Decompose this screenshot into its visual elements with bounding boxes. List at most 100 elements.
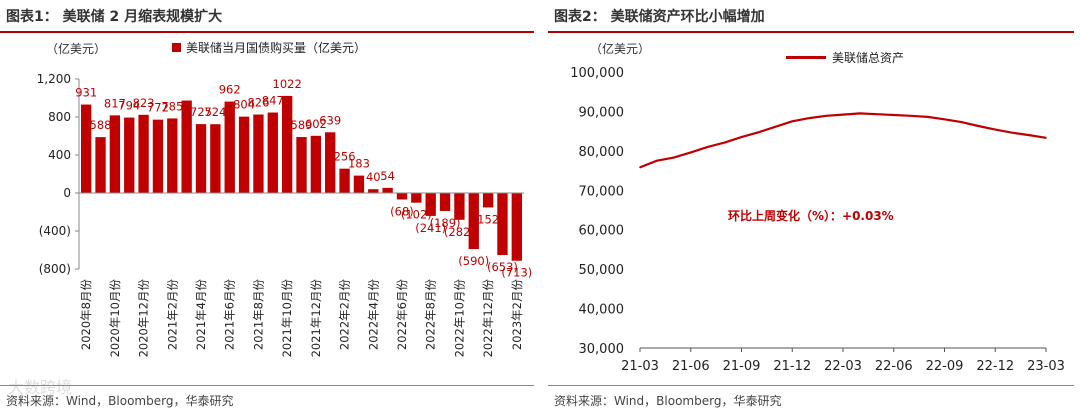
bar-y-tick-label: 0 [63,186,71,200]
bar [296,137,307,193]
bar-data-label: (653) [487,260,518,274]
bar [511,193,522,261]
line-x-tick-label: 21-03 [621,359,659,374]
legend-line-swatch [786,56,826,59]
bar-y-tick-label: 400 [48,148,71,162]
bar [439,193,451,211]
line-x-tick-label: 22-03 [824,359,862,374]
bar-data-label: 54 [380,169,395,183]
line-y-tick-label: 70,000 [579,184,625,199]
left-legend: 美联储当月国债购买量（亿美元） [172,39,366,56]
bar-data-label: (590) [458,254,489,268]
bar [195,124,207,193]
total-assets-point [706,146,709,148]
bar-y-tick-label: (800) [39,262,71,276]
bar-data-label: (102) [401,208,432,222]
bar [167,118,178,193]
total-assets-point [909,114,912,117]
bar-y-tick-label: (400) [39,224,71,238]
total-assets-point [943,118,946,121]
bar [454,193,465,220]
bar-x-tick-label: 2022年2月份 [338,279,352,351]
bar [353,175,365,193]
bar [468,193,479,250]
right-title-rule [548,31,1074,33]
total-assets-point [994,128,997,131]
line-y-tick-label: 50,000 [579,263,625,278]
bar [281,95,293,193]
bar-x-tick-label: 2021年4月份 [194,279,208,351]
bar-x-tick-label: 2022年12月份 [481,279,495,358]
bar-x-tick-label: 2023年2月份 [510,279,524,351]
bar [482,193,494,208]
bar-x-tick-label: 2020年8月份 [79,279,93,351]
total-assets-series-line [639,112,1047,169]
total-assets-point [791,120,794,123]
bar-x-tick-label: 2021年6月份 [223,279,237,351]
line-x-tick-label: 23-03 [1027,359,1065,374]
line-x-tick-label: 21-06 [672,359,710,374]
bar-data-label: 785 [161,99,183,113]
bar [81,104,92,193]
bar-data-label: 772 [147,101,169,115]
bar-data-label: 794 [118,99,140,113]
bar-data-label: (189) [430,216,461,230]
bar [124,117,135,193]
bar-x-tick-label: 2022年10月份 [452,279,466,358]
line-y-tick-label: 40,000 [579,303,625,318]
line-y-tick-label: 30,000 [579,342,625,357]
weekly-change-annotation: 环比上周变化（%）：+0.03% [728,209,894,223]
bar-chart-svg: (800) (400) 0 400 800 1,200 931 588 817794823772… [37,72,533,358]
bar [396,193,408,200]
bar-data-label: 804 [233,98,255,112]
bar [152,119,164,193]
bar-data-label: 847 [262,94,284,108]
bar [425,193,436,216]
total-assets-point [977,125,980,127]
bar-x-tick-label: 2020年10月份 [108,279,122,358]
bar-x-tick-label: 2021年12月份 [309,279,323,358]
bar-data-label: (68) [390,204,414,218]
line-y-tick-label: 100,000 [570,66,624,81]
bar [325,132,336,193]
line-y-tick-label: 90,000 [579,105,625,120]
right-source-rule [548,385,1074,386]
total-assets-point [926,116,929,118]
total-assets-point [859,112,861,115]
line-x-tick-label: 21-09 [723,359,761,374]
right-legend-label: 美联储总资产 [832,51,905,65]
total-assets-point [740,136,743,138]
bar-data-label: 826 [247,96,269,110]
bar-data-label: 602 [305,117,327,131]
bar [368,189,379,193]
bar-data-label: (241) [415,221,446,235]
total-assets-point [960,121,963,123]
total-assets-point [639,166,641,169]
total-assets-point [842,113,844,116]
line-x-tick-label: 22-06 [875,359,913,374]
line-x-tick-label: 22-12 [976,359,1014,374]
right-unit-label: （亿美元） [590,42,651,56]
bar [253,114,264,193]
total-assets-point [757,131,760,134]
total-assets-point [808,117,810,119]
right-legend: 美联储总资产 [786,49,904,66]
bar-data-label: 823 [133,96,155,110]
left-title-rule [0,31,534,33]
bar [181,100,192,193]
total-assets-point [1045,137,1047,139]
bar-x-tick-label: 2021年10月份 [280,279,294,358]
bar-x-tick-label: 2022年6月份 [395,279,409,351]
bar-x-tick-label: 2021年2月份 [165,279,179,351]
bar [95,137,106,193]
bar-y-tick-label: 1,200 [37,72,71,86]
total-assets-point [1028,134,1030,136]
total-assets-point [892,114,895,116]
line-y-tick-label: 60,000 [579,224,625,239]
left-chart-title: 图表1： 美联储 2 月缩表规模扩大 [6,9,223,25]
total-assets-point [876,113,878,115]
bar-data-label: 724 [204,105,226,119]
bar-y-tick-label: 800 [48,110,71,124]
bar [382,187,393,193]
bar-data-label: 152 [477,212,499,226]
